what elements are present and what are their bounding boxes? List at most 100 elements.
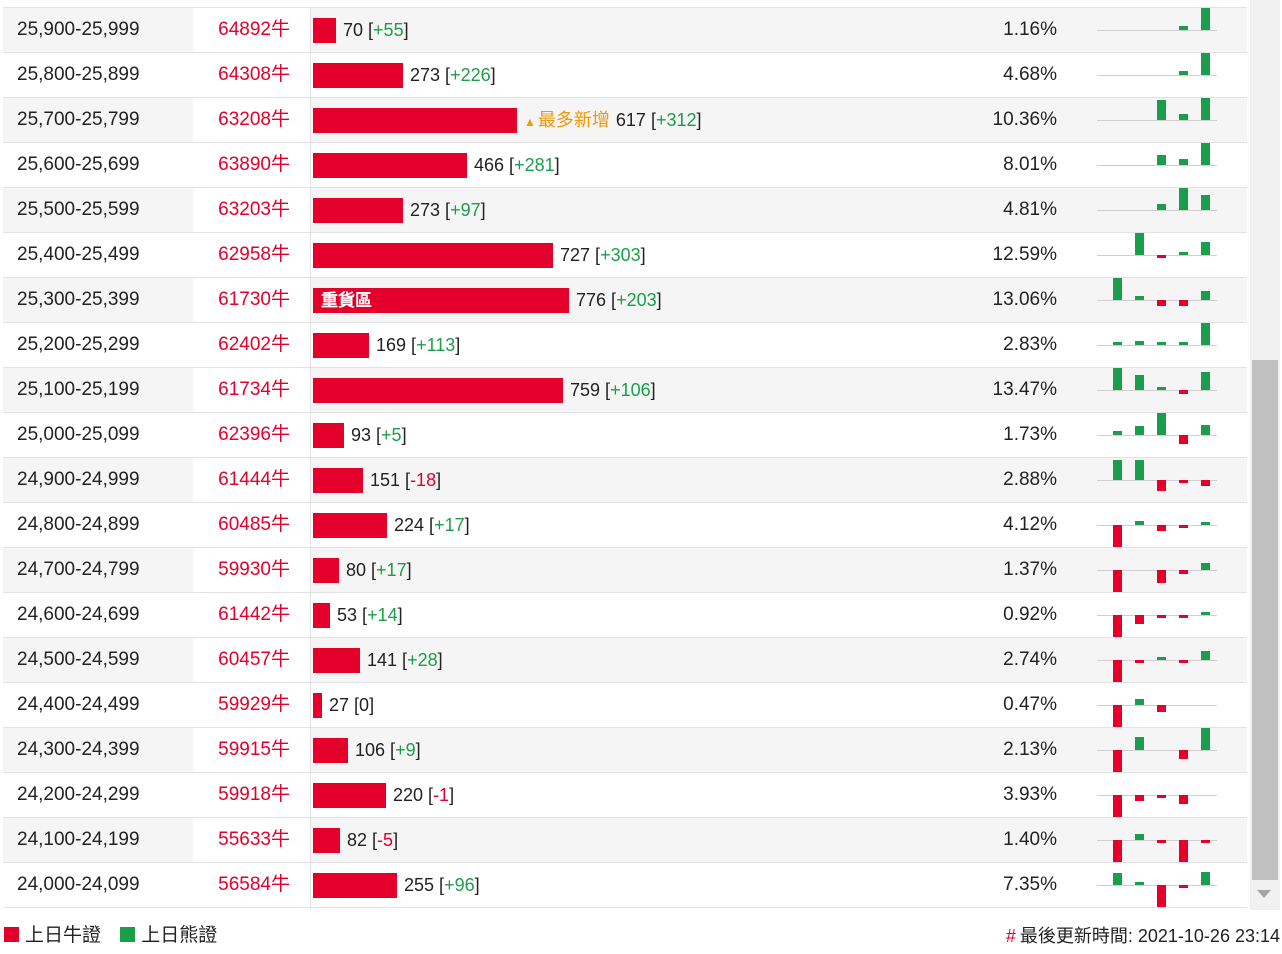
- table-row[interactable]: 25,900-25,999 64892牛 70 [+55] 1.16%: [3, 8, 1247, 53]
- scroll-down-arrow-icon[interactable]: [1257, 890, 1271, 898]
- table-row[interactable]: 24,200-24,299 59918牛 220 [-1] 3.93%: [3, 773, 1247, 818]
- sparkline-baseline: [1097, 75, 1217, 76]
- sparkline-bar: [1113, 615, 1122, 637]
- quantity-cell: 151 [-18]: [310, 458, 911, 502]
- sparkline-bar: [1179, 885, 1188, 888]
- quantity-bar: [313, 513, 387, 538]
- sparkline-bar: [1201, 522, 1210, 525]
- table-row[interactable]: 25,300-25,399 61730牛 重貨區 776 [+203] 13.06%: [3, 278, 1247, 323]
- warrant-code-link[interactable]: 59918牛: [218, 784, 290, 805]
- quantity-value: 141: [367, 650, 398, 670]
- sparkline-bar: [1157, 413, 1166, 435]
- trend-sparkline: [1097, 413, 1217, 457]
- quantity-value: 93: [351, 425, 372, 445]
- bear-square-icon: [120, 927, 136, 942]
- trend-sparkline: [1097, 98, 1217, 142]
- table-row[interactable]: 24,000-24,099 56584牛 255 [+96] 7.35%: [3, 863, 1247, 908]
- warrant-code-link[interactable]: 61730牛: [193, 278, 310, 322]
- trend-sparkline: [1097, 548, 1217, 592]
- table-row[interactable]: 25,600-25,699 63890牛 466 [+281] 8.01%: [3, 143, 1247, 188]
- quantity-delta: +28: [407, 650, 438, 670]
- table-row[interactable]: 24,100-24,199 55633牛 82 [-5] 1.40%: [3, 818, 1247, 863]
- warrant-code-link[interactable]: 60457牛: [193, 638, 310, 682]
- quantity-cell: 重貨區 776 [+203]: [310, 278, 911, 322]
- table-row[interactable]: 25,100-25,199 61734牛 759 [+106] 13.47%: [3, 368, 1247, 413]
- quantity-value: 273: [410, 65, 441, 85]
- percentage: 12.59%: [992, 244, 1057, 265]
- strike-range: 24,400-24,499: [17, 694, 140, 715]
- warrant-code-link[interactable]: 62396牛: [218, 424, 290, 445]
- sparkline-bar: [1201, 612, 1210, 615]
- warrant-code-link[interactable]: 59930牛: [193, 548, 310, 592]
- quantity-bar: [313, 153, 467, 178]
- table-row[interactable]: 24,600-24,699 61442牛 53 [+14] 0.92%: [3, 593, 1247, 638]
- sparkline-bar: [1201, 872, 1210, 885]
- warrant-code-link[interactable]: 62958牛: [218, 244, 290, 265]
- sparkline-bar: [1201, 143, 1210, 165]
- sparkline-bar: [1179, 26, 1188, 30]
- warrant-code-link[interactable]: 62402牛: [218, 334, 290, 355]
- warrant-code-link[interactable]: 61444牛: [193, 458, 310, 502]
- warrant-code-link[interactable]: 64892牛: [193, 8, 310, 52]
- quantity-value: 70: [343, 20, 364, 40]
- quantity-text: 255 [+96]: [404, 875, 480, 895]
- scrollbar[interactable]: [1250, 0, 1280, 910]
- quantity-value: 106: [355, 740, 386, 760]
- table-row[interactable]: 25,800-25,899 64308牛 273 [+226] 4.68%: [3, 53, 1247, 98]
- warrant-code-link[interactable]: 63208牛: [193, 98, 310, 142]
- warrant-code-link[interactable]: 60485牛: [218, 514, 290, 535]
- table-row[interactable]: 25,200-25,299 62402牛 169 [+113] 2.83%: [3, 323, 1247, 368]
- quantity-cell: 70 [+55]: [310, 8, 911, 52]
- warrant-code-link[interactable]: 61734牛: [193, 368, 310, 412]
- warrant-code-link[interactable]: 59915牛: [193, 728, 310, 772]
- scrollbar-thumb[interactable]: [1252, 360, 1278, 880]
- sparkline-bar: [1157, 840, 1166, 843]
- quantity-value: 151: [370, 470, 401, 490]
- table-row[interactable]: 24,700-24,799 59930牛 80 [+17] 1.37%: [3, 548, 1247, 593]
- table-row[interactable]: 25,000-25,099 62396牛 93 [+5] 1.73%: [3, 413, 1247, 458]
- table-row[interactable]: 24,300-24,399 59915牛 106 [+9] 2.13%: [3, 728, 1247, 773]
- quantity-value: 255: [404, 875, 435, 895]
- quantity-cell: 80 [+17]: [310, 548, 911, 592]
- heavy-zone-label: 重貨區: [321, 291, 372, 310]
- quantity-text: 727 [+303]: [560, 245, 646, 265]
- table-row[interactable]: 25,700-25,799 63208牛 ▲ 最多新增 617 [+312] 10.36%: [3, 98, 1247, 143]
- sparkline-bar: [1179, 342, 1188, 345]
- sparkline-bar: [1113, 368, 1122, 390]
- table-row[interactable]: 24,800-24,899 60485牛 224 [+17] 4.12%: [3, 503, 1247, 548]
- quantity-value: 80: [346, 560, 367, 580]
- most-added-label: 最多新增: [537, 110, 610, 130]
- table-row[interactable]: 25,500-25,599 63203牛 273 [+97] 4.81%: [3, 188, 1247, 233]
- most-added-tag: ▲ 最多新增: [524, 110, 610, 130]
- warrant-code-link[interactable]: 59929牛: [218, 694, 290, 715]
- sparkline-bar: [1157, 342, 1166, 345]
- quantity-bar: [313, 378, 563, 403]
- table-row[interactable]: 24,400-24,499 59929牛 27 [0] 0.47%: [3, 683, 1247, 728]
- warrant-code-link[interactable]: 56584牛: [218, 874, 290, 895]
- strike-range: 25,000-25,099: [17, 424, 140, 445]
- quantity-delta: 0: [359, 695, 370, 715]
- quantity-cell: 727 [+303]: [310, 233, 911, 277]
- quantity-value: 759: [570, 380, 601, 400]
- quantity-text: 220 [-1]: [393, 785, 455, 805]
- quantity-cell: 82 [-5]: [310, 818, 911, 862]
- sparkline-bar: [1157, 100, 1166, 120]
- sparkline-bar: [1113, 570, 1122, 592]
- sparkline-bar: [1157, 795, 1166, 798]
- trend-sparkline: [1097, 773, 1217, 817]
- sparkline-bar: [1179, 435, 1188, 444]
- warrant-code-link[interactable]: 55633牛: [193, 818, 310, 862]
- warrant-code-link[interactable]: 63203牛: [193, 188, 310, 232]
- strike-range: 25,100-25,199: [17, 379, 140, 400]
- quantity-text: 224 [+17]: [394, 515, 470, 535]
- warrant-code-link[interactable]: 61442牛: [218, 604, 290, 625]
- table-row[interactable]: 24,900-24,999 61444牛 151 [-18] 2.88%: [3, 458, 1247, 503]
- table-row[interactable]: 24,500-24,599 60457牛 141 [+28] 2.74%: [3, 638, 1247, 683]
- warrant-code-link[interactable]: 64308牛: [218, 64, 290, 85]
- sparkline-bar: [1135, 341, 1144, 345]
- table-row[interactable]: 25,400-25,499 62958牛 727 [+303] 12.59%: [3, 233, 1247, 278]
- trend-sparkline: [1097, 458, 1217, 502]
- warrant-code-link[interactable]: 63890牛: [218, 154, 290, 175]
- sparkline-bar: [1113, 705, 1122, 727]
- sparkline-bar: [1113, 873, 1122, 885]
